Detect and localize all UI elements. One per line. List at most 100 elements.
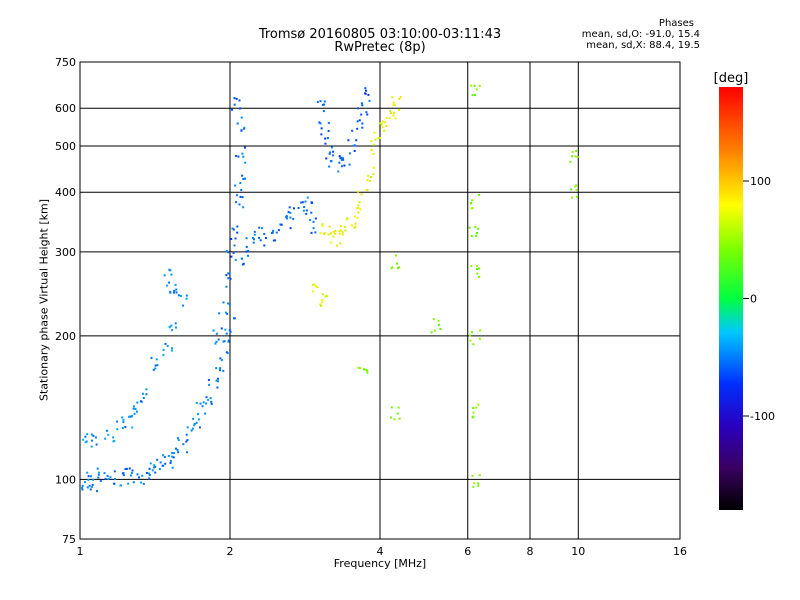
data-point [185,297,188,300]
data-point [232,228,235,231]
data-point [154,471,157,474]
data-point [385,124,388,127]
data-point [323,103,326,106]
data-point [113,470,116,473]
data-point [210,400,213,403]
data-point [245,250,248,253]
data-point [378,136,381,139]
colorbar-unit: [deg] [714,71,749,86]
data-point [131,469,134,472]
data-point [166,284,169,287]
data-point [277,229,280,232]
data-point [393,104,396,107]
y-tick-label: 200 [55,330,76,343]
data-point [477,482,480,485]
data-point [154,367,157,370]
data-point [472,485,475,488]
data-point [571,150,574,153]
data-point [478,337,481,340]
data-point [113,482,116,485]
x-tick-label: 2 [227,545,234,558]
data-point [356,216,359,219]
data-point [306,196,309,199]
data-point [106,474,109,477]
data-point [85,440,88,443]
data-point [97,476,100,479]
data-point [148,474,151,477]
data-point [127,482,130,485]
data-point [361,126,364,129]
data-point [355,139,358,142]
data-point [360,193,363,196]
data-point [241,196,244,199]
data-point [328,151,331,154]
data-point [104,477,107,480]
data-point [314,285,317,288]
data-point [240,257,243,260]
data-point [228,303,231,306]
data-point [239,182,242,185]
data-point [432,318,435,321]
data-point [364,87,367,90]
data-point [356,207,359,210]
colorbar-tick-label: -100 [750,410,775,423]
data-point [86,433,89,436]
data-point [175,291,178,294]
data-point [334,232,337,235]
data-point [574,155,577,158]
colorbar-tick-label: 0 [750,293,757,306]
data-point [321,223,324,226]
data-point [233,244,236,247]
data-point [148,467,151,470]
data-point [318,121,321,124]
data-point [163,274,166,277]
data-point [135,410,138,413]
data-point [192,417,195,420]
data-point [365,89,368,92]
data-point [476,264,479,267]
data-point [132,481,135,484]
data-point [174,322,177,325]
data-point [182,443,185,446]
data-point [474,94,477,97]
data-point [97,471,100,474]
data-point [391,266,394,269]
data-point [324,137,327,140]
data-point [89,488,92,491]
data-point [164,462,167,465]
data-point [353,215,356,218]
data-point [358,201,361,204]
data-point [116,420,119,423]
grid-lines [80,62,680,539]
data-point [472,407,475,410]
data-point [84,435,87,438]
data-point [372,152,375,155]
data-point [155,358,158,361]
data-point [172,291,175,294]
data-point [218,312,221,315]
data-point [81,484,84,487]
data-point [394,254,397,257]
data-point [125,467,128,470]
data-point [173,452,176,455]
data-point [280,223,283,226]
data-point [201,405,204,408]
data-point [288,206,291,209]
data-point [320,133,323,136]
data-point [575,184,578,187]
data-point [389,110,392,113]
data-point [259,239,262,242]
data-point [96,467,99,470]
data-point [470,265,473,268]
data-point [368,99,371,102]
data-point [574,185,577,188]
data-point [131,414,134,417]
data-point [158,468,161,471]
data-point [393,112,396,115]
data-point [332,154,335,157]
data-point [227,339,230,342]
data-point [159,461,162,464]
data-point [313,283,316,286]
data-point [396,412,399,415]
data-point [239,195,242,198]
